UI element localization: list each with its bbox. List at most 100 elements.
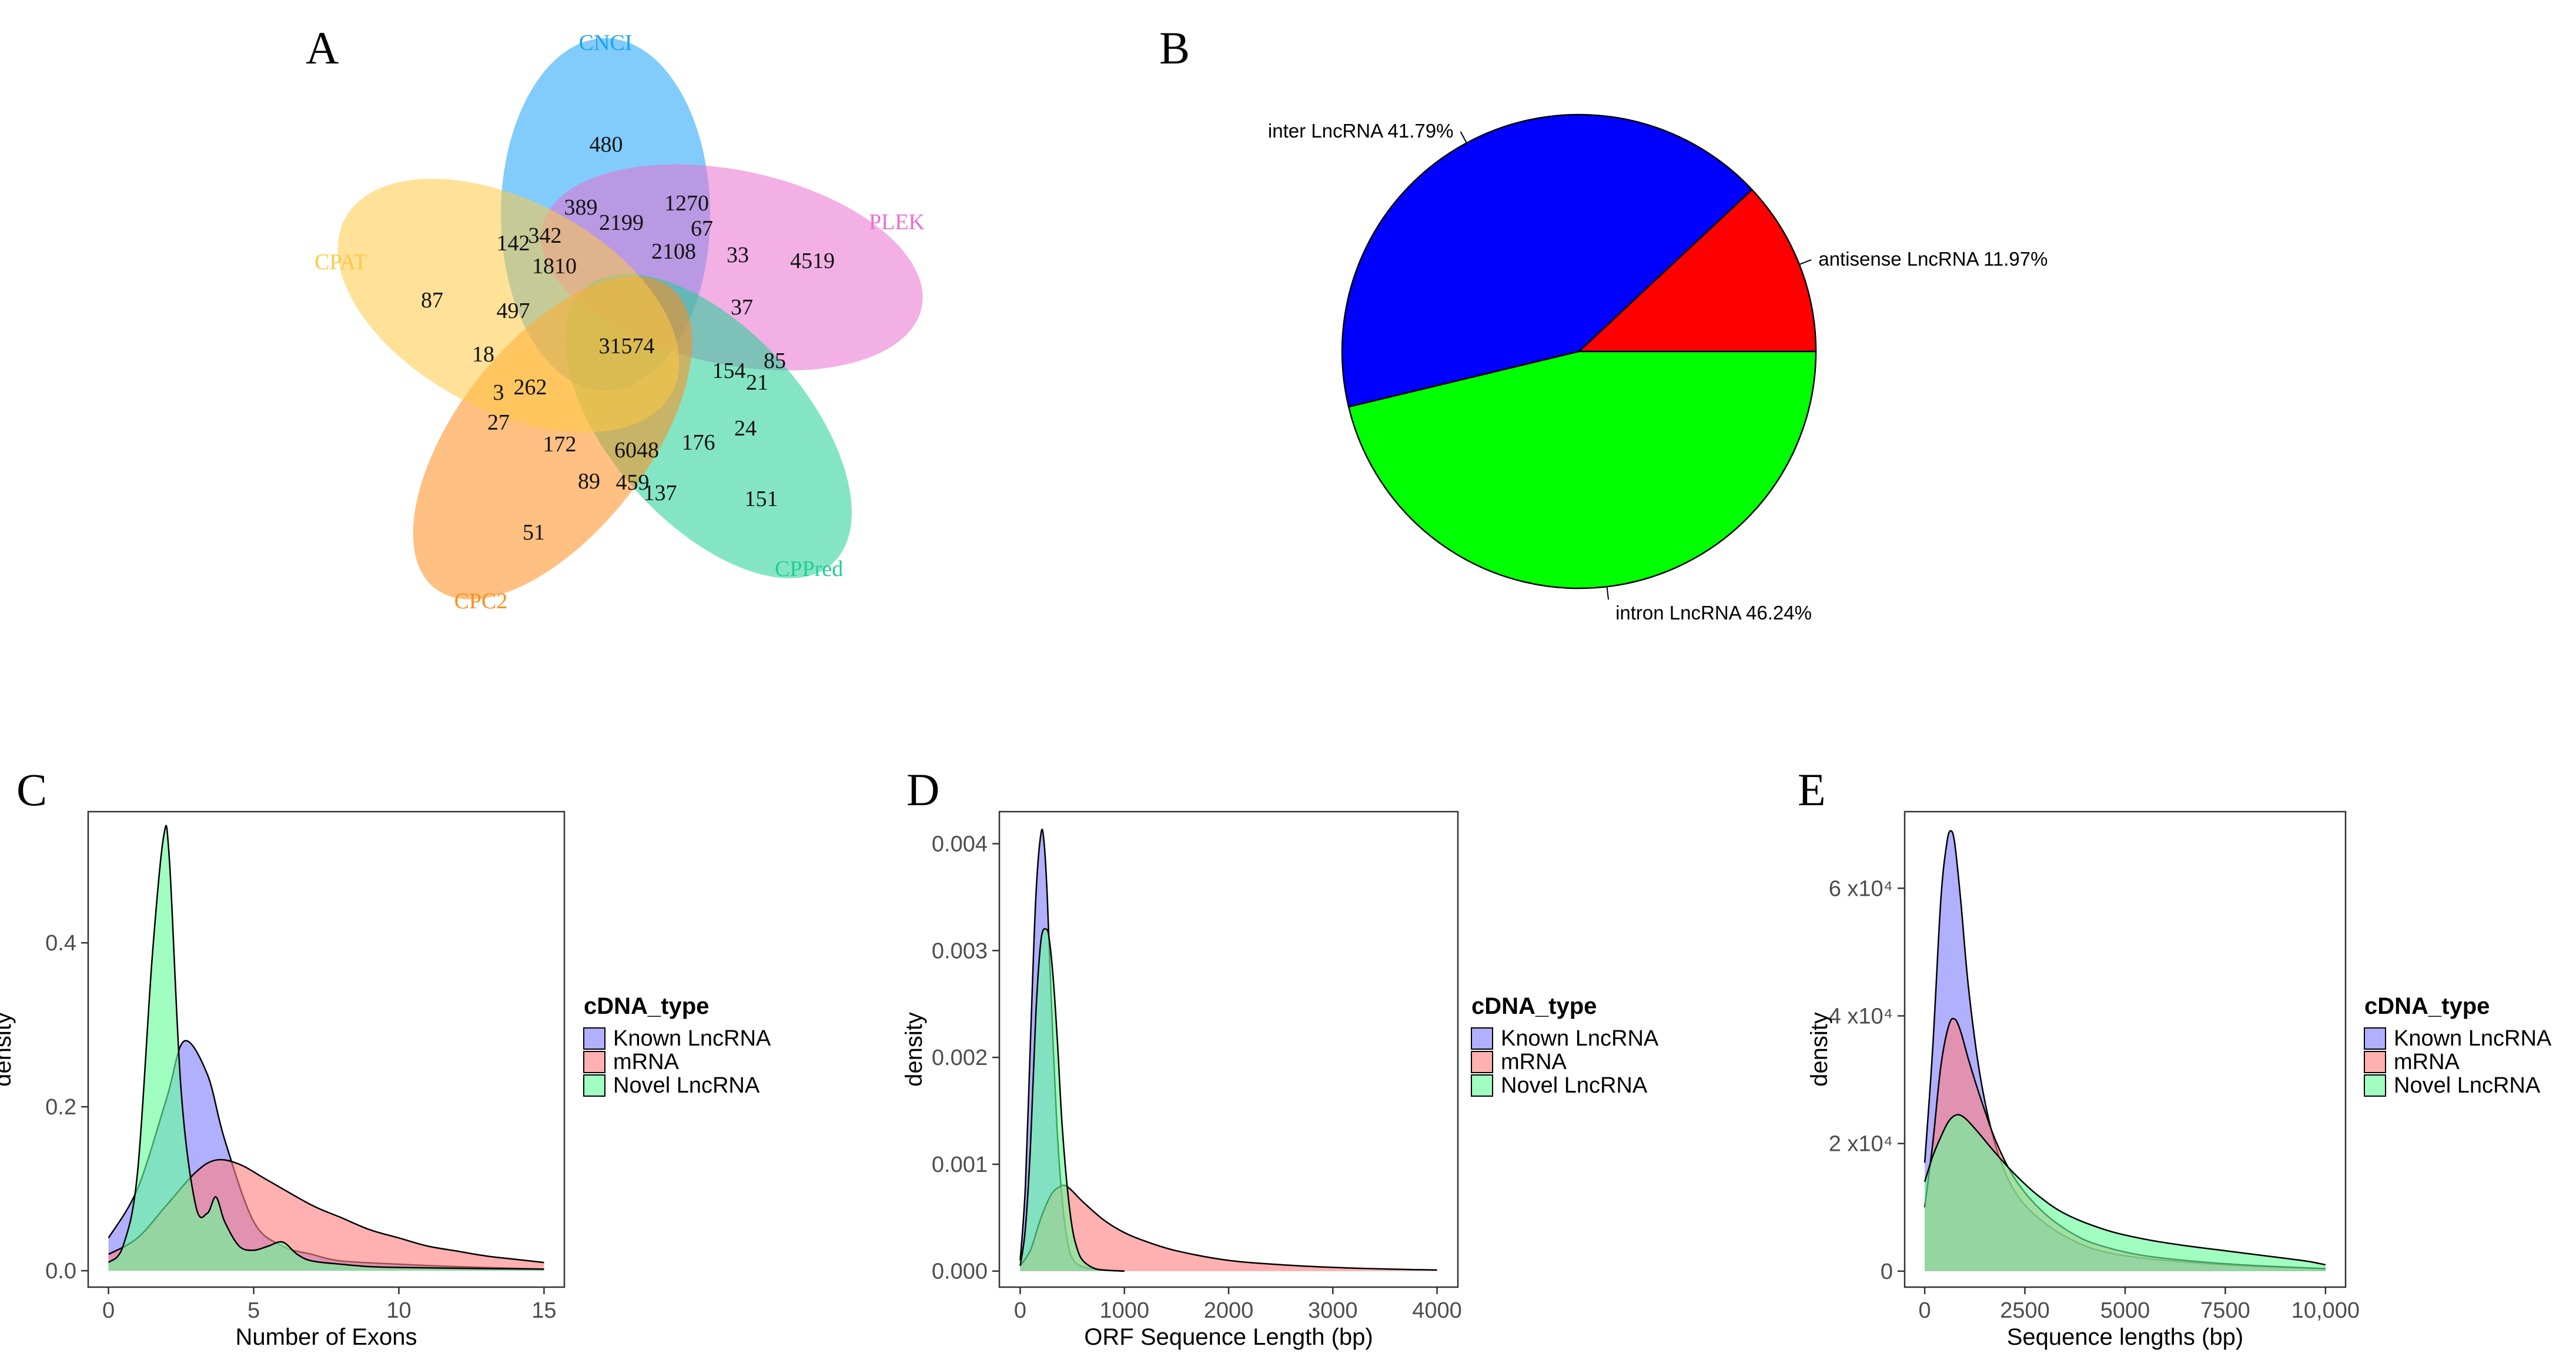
venn-count: 4519 [790,249,835,273]
venn-count: 459 [616,470,650,495]
venn-count: 67 [691,216,713,241]
venn-count: 18 [472,342,494,367]
pie-label: antisense LncRNA 11.97% [1818,248,2048,270]
venn-count: 2199 [599,210,644,235]
venn-count: 27 [487,410,510,435]
legend-swatch [1471,1051,1493,1073]
y-axis-title: density [1806,1012,1832,1087]
venn-count: 51 [523,520,545,545]
venn-count: 342 [528,223,562,248]
venn-set-label-plek: PLEK [869,210,925,235]
y-tick-label: 0.4 [45,931,76,956]
venn-set-label-cpat: CPAT [315,250,367,274]
exon-density-panel: C 0 5 10 15 0.0 0.2 0.4 Number of Exons density c… [0,764,771,1350]
venn-count: 87 [421,288,443,313]
legend-label: mRNA [1501,1050,1567,1074]
legend-label: Known LncRNA [2394,1026,2552,1051]
venn-count: 151 [745,487,778,511]
x-tick-label: 2500 [2000,1298,2050,1323]
pie-label: intron LncRNA 46.24% [1615,602,1812,624]
pie-slices [1341,113,1817,589]
venn-count: 89 [578,469,600,494]
venn-count: 24 [734,416,757,441]
venn-count: 262 [514,375,547,400]
legend-swatch [1471,1027,1493,1050]
x-axis-title: ORF Sequence Length (bp) [1084,1324,1373,1350]
density-area-mrna [1020,1185,1437,1271]
legend-swatch [2364,1074,2386,1097]
venn-count: 2108 [651,239,696,264]
venn-count: 389 [564,195,598,220]
y-axis-title: density [0,1012,16,1087]
legend-label: Novel LncRNA [613,1073,760,1098]
density-line-novel-lncrna [108,825,544,1270]
pie-label: inter LncRNA 41.79% [1268,120,1454,142]
y-tick-label: 2 x10⁴ [1829,1132,1893,1157]
venn-count: 1810 [532,254,577,279]
legend-swatch [2364,1027,2386,1050]
venn-set-label-cnci: CNCI [579,31,633,55]
orf-density-plot: 0 1000 2000 3000 4000 0.000 0.001 0.002 0.003 0.0… [901,810,1659,1350]
density-area-novel-lncrna [1020,929,1125,1271]
y-tick-label: 6 x10⁴ [1829,876,1893,901]
venn-set-label-cppred: CPPred [775,557,843,581]
length-density-plot: 0 2500 5000 7500 10,000 0 2 x10⁴ 4 x10⁴ 6 x10⁴ Se… [1806,810,2552,1350]
density-line-novel-lncrna [1019,928,1125,1272]
legend-label: Novel LncRNA [1501,1073,1648,1098]
venn-count: 142 [497,231,530,256]
y-tick-label: 0.001 [932,1153,988,1177]
venn-count: 176 [682,430,715,455]
venn-count: 154 [712,359,746,383]
legend-label: Known LncRNA [1501,1026,1659,1051]
pie-leader-line [1799,259,1812,265]
y-axis-title: density [901,1012,927,1087]
venn-count: 31574 [599,334,655,359]
x-tick-label: 5000 [2100,1298,2150,1323]
y-tick-label: 0.003 [932,939,988,963]
x-tick-label: 10,000 [2291,1298,2360,1323]
legend-swatch [583,1051,605,1073]
y-tick-label: 0.000 [932,1260,988,1284]
venn-count: 21 [746,370,768,395]
legend-label: mRNA [2394,1050,2460,1074]
density-area-novel-lncrna [108,825,544,1271]
venn-ellipses [337,38,923,599]
x-tick-label: 3000 [1308,1298,1358,1323]
x-axis-title: Number of Exons [235,1324,417,1350]
x-tick-label: 4000 [1412,1298,1462,1323]
venn-count: 6048 [614,438,659,463]
panel-letter-e: E [1798,764,1826,815]
legend-title: cDNA_type [2364,993,2490,1019]
density-area-novel-lncrna [1925,1114,2326,1271]
venn-count: 33 [727,243,749,267]
venn-ellipse-cpat [337,179,680,433]
panel-letter-b: B [1159,22,1190,73]
legend-label: Novel LncRNA [2394,1073,2541,1098]
legend-swatch [583,1027,605,1050]
venn-count: 480 [590,132,623,157]
x-tick-label: 5 [247,1298,260,1323]
y-tick-label: 0.004 [932,832,988,857]
legend-swatch [1471,1074,1493,1097]
y-tick-label: 0 [1881,1260,1893,1284]
venn-count: 172 [543,432,577,457]
venn-count: 3 [493,380,504,405]
venn-count: 37 [731,295,753,320]
venn-set-labels: CNCI PLEK CPPred CPC2 CPAT [315,31,925,614]
x-tick-label: 7500 [2200,1298,2250,1323]
length-density-panel: E 0 2500 5000 7500 10,000 0 2 x10⁴ 4 x10⁴ 6 x10⁴… [1798,764,2552,1350]
legend-swatch [2364,1051,2386,1073]
pie-slice [1577,188,1817,353]
panel-letter-d: D [906,764,939,815]
x-tick-label: 1000 [1099,1298,1149,1323]
y-tick-label: 0.002 [932,1046,988,1070]
legend-label: Known LncRNA [613,1026,771,1051]
legend-label: mRNA [613,1050,680,1074]
density-line-novel-lncrna [1923,1114,2326,1266]
x-tick-label: 10 [386,1298,411,1323]
exon-density-plot: 0 5 10 15 0.0 0.2 0.4 Number of Exons density cDN… [0,810,771,1350]
legend-title: cDNA_type [1471,993,1597,1019]
